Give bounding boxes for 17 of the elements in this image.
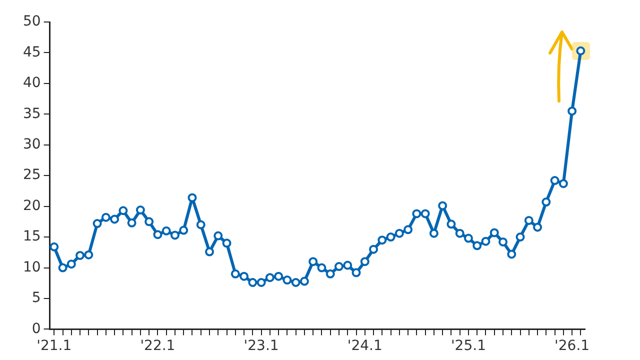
y-tick-label: 0 bbox=[32, 320, 41, 337]
y-tick-label: 10 bbox=[22, 259, 41, 276]
y-tick-label: 25 bbox=[22, 167, 41, 184]
x-tick-label: '24.1 bbox=[347, 338, 382, 354]
x-tick-label: '23.1 bbox=[244, 338, 279, 354]
y-tick-label: 30 bbox=[22, 136, 41, 153]
x-tick-label: '22.1 bbox=[140, 338, 176, 354]
y-tick-label: 45 bbox=[22, 44, 41, 60]
y-tick-label: 5 bbox=[32, 290, 41, 306]
y-tick-label: 20 bbox=[22, 198, 41, 214]
y-tick-label: 35 bbox=[22, 106, 41, 122]
x-tick-label: '25.1 bbox=[450, 338, 486, 354]
y-tick-label: 40 bbox=[22, 75, 41, 92]
y-tick-label: 50 bbox=[22, 14, 41, 30]
x-tick-label: '21.1 bbox=[36, 338, 72, 354]
y-tick-label: 15 bbox=[22, 228, 41, 245]
x-tick-label: '26.1 bbox=[554, 338, 590, 354]
